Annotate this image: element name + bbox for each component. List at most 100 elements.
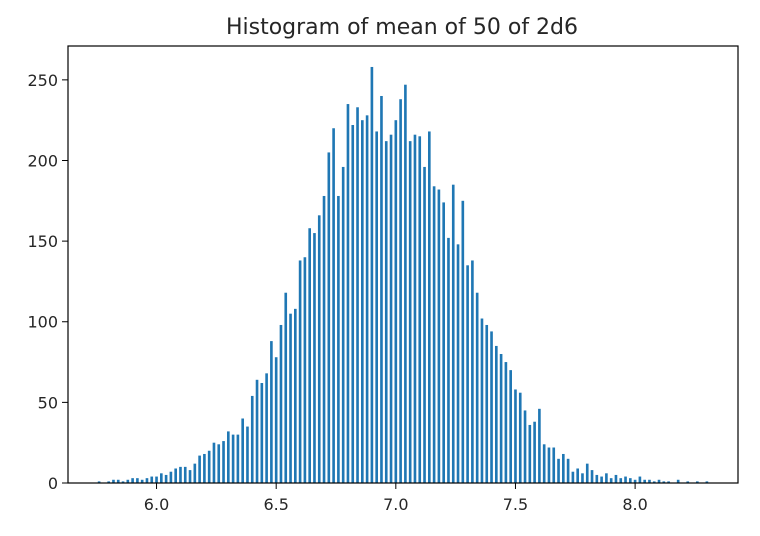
histogram-bar — [265, 373, 268, 483]
histogram-bar — [327, 152, 331, 483]
histogram-bar — [380, 95, 383, 484]
histogram-bar — [121, 481, 125, 483]
histogram-bar — [284, 292, 288, 483]
histogram-bar — [346, 104, 350, 484]
histogram-bar — [179, 466, 182, 483]
y-tick-label: 250 — [27, 71, 58, 90]
histogram-bar — [274, 357, 278, 483]
histogram-bar — [298, 260, 302, 483]
histogram-bar — [207, 450, 211, 483]
plot-frame — [67, 45, 739, 484]
histogram-bar — [538, 408, 541, 483]
histogram-bar — [686, 481, 690, 483]
histogram-bar — [332, 128, 335, 484]
histogram-bar — [542, 444, 546, 483]
histogram-bar — [150, 476, 154, 483]
y-axis: 0 50 100 150 200 250 — [27, 71, 68, 493]
histogram-bar — [609, 478, 613, 483]
histogram-bar — [595, 474, 599, 483]
histogram-bar — [432, 186, 436, 484]
histogram-bar — [145, 478, 149, 483]
histogram-bar — [107, 481, 110, 483]
y-tick-label: 200 — [27, 151, 58, 170]
histogram-bar — [705, 481, 709, 483]
bars-group — [97, 66, 709, 484]
y-tick-label: 100 — [27, 313, 58, 332]
histogram-bar — [231, 434, 235, 483]
histogram-bar — [313, 233, 316, 483]
histogram-bar — [657, 479, 661, 483]
histogram-bar — [136, 478, 139, 483]
histogram-bar — [442, 202, 445, 484]
histogram-bar — [384, 141, 388, 483]
histogram-bar — [437, 189, 441, 483]
histogram-bar — [676, 479, 680, 483]
histogram-bar — [408, 141, 412, 483]
histogram-bar — [614, 474, 618, 483]
histogram-bar — [562, 453, 565, 483]
histogram-bar — [112, 479, 115, 483]
histogram-bar — [499, 354, 503, 483]
histogram-bar — [212, 442, 216, 483]
histogram-bar — [485, 324, 489, 483]
histogram-bar — [547, 447, 551, 483]
histogram-bar — [447, 237, 450, 483]
histogram-bar — [116, 479, 120, 483]
histogram-bar — [394, 120, 398, 484]
histogram-bar — [696, 481, 699, 483]
histogram-bar — [466, 265, 469, 483]
x-tick-label: 7.5 — [503, 495, 528, 514]
histogram-bar — [514, 389, 517, 483]
histogram-bar — [294, 308, 297, 483]
x-tick-label: 7.0 — [383, 495, 408, 514]
histogram-bar — [643, 479, 646, 483]
histogram-bar — [523, 410, 527, 483]
histogram-bar — [461, 200, 465, 484]
histogram-bar — [490, 331, 493, 483]
histogram-bar — [337, 195, 340, 483]
histogram-bar — [629, 478, 632, 483]
histogram-bar — [451, 184, 455, 483]
histogram-bar — [303, 257, 307, 483]
x-tick-label: 6.0 — [144, 495, 169, 514]
histogram-bar — [193, 463, 197, 483]
histogram-bar — [533, 421, 536, 483]
histogram-bar — [279, 324, 283, 483]
histogram-bar — [246, 426, 249, 483]
x-tick-label: 6.5 — [263, 495, 288, 514]
histogram-bar — [600, 476, 603, 483]
histogram-bar — [317, 215, 321, 483]
histogram-bar — [652, 481, 656, 483]
histogram-bar — [222, 441, 225, 483]
histogram-bar — [169, 471, 173, 483]
histogram-bar — [571, 471, 575, 483]
histogram-bar — [126, 479, 130, 483]
histogram-bar — [495, 345, 498, 483]
histogram-bar — [475, 292, 479, 483]
histogram-bar — [528, 424, 532, 483]
histogram-bar — [365, 115, 369, 483]
histogram-bar — [370, 66, 374, 484]
histogram-bar — [217, 444, 221, 483]
histogram-bar — [638, 476, 642, 483]
histogram-bar — [198, 455, 201, 483]
histogram-bar — [633, 479, 637, 483]
histogram-bar — [361, 120, 364, 484]
histogram-bar — [260, 383, 264, 483]
histogram-bar — [164, 474, 168, 483]
x-tick-label: 8.0 — [622, 495, 647, 514]
histogram-bar — [308, 228, 311, 483]
histogram-bar — [174, 468, 177, 483]
histogram-bar — [423, 166, 426, 483]
histogram-bar — [389, 134, 393, 483]
histogram-bar — [289, 313, 292, 483]
histogram-bar — [552, 447, 556, 483]
histogram-bar — [605, 473, 608, 483]
histogram-bar — [471, 260, 474, 483]
histogram-bar — [662, 481, 666, 483]
histogram-bar — [351, 125, 355, 483]
histogram-bar — [270, 341, 273, 483]
histogram-bar — [188, 470, 192, 483]
histogram-bar — [236, 434, 240, 483]
